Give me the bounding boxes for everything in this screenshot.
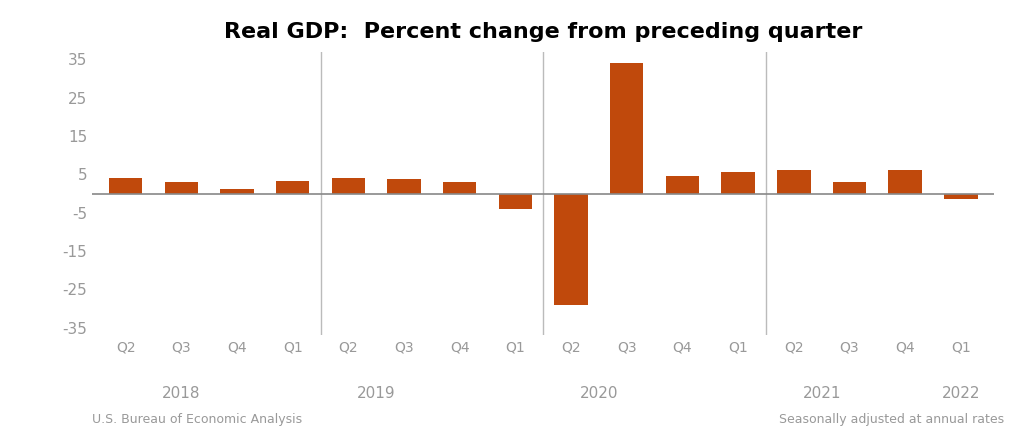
Bar — [832, 182, 866, 194]
Bar — [777, 170, 811, 194]
Text: 2018: 2018 — [162, 387, 201, 402]
Bar — [499, 194, 532, 209]
Bar — [610, 63, 644, 194]
Bar — [443, 182, 477, 194]
Bar — [387, 179, 420, 194]
Bar — [220, 189, 254, 194]
Bar — [944, 194, 978, 199]
Text: 2021: 2021 — [803, 387, 840, 402]
Text: Seasonally adjusted at annual rates: Seasonally adjusted at annual rates — [779, 413, 1004, 426]
Bar — [722, 172, 754, 194]
Text: 2019: 2019 — [357, 387, 396, 402]
Bar — [165, 182, 198, 194]
Text: 2022: 2022 — [942, 387, 980, 402]
Bar — [332, 178, 365, 194]
Bar — [666, 176, 699, 194]
Title: Real GDP:  Percent change from preceding quarter: Real GDP: Percent change from preceding … — [224, 22, 862, 42]
Bar — [889, 170, 921, 194]
Bar — [555, 194, 587, 305]
Bar — [276, 181, 310, 194]
Text: 2020: 2020 — [580, 387, 618, 402]
Text: U.S. Bureau of Economic Analysis: U.S. Bureau of Economic Analysis — [92, 413, 302, 426]
Bar — [109, 178, 142, 194]
